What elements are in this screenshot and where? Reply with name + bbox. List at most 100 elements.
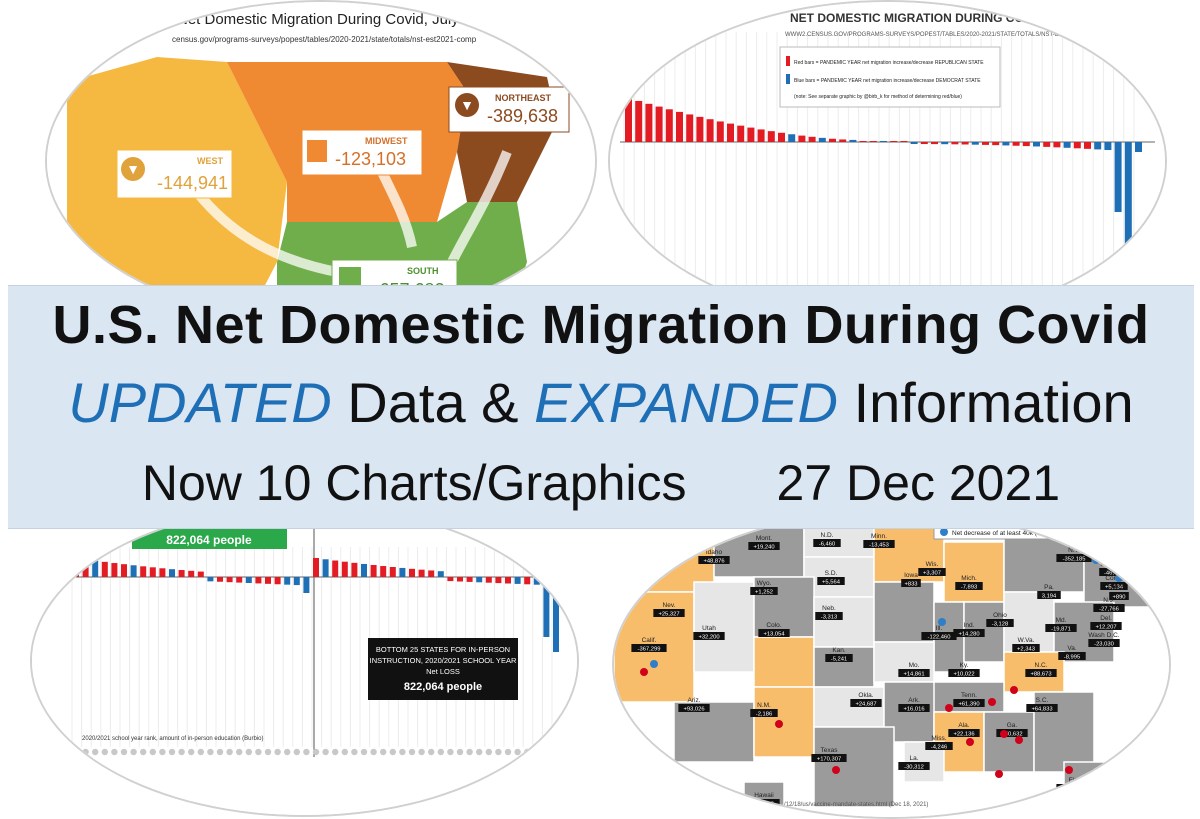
state-value: -6,460 (819, 541, 835, 547)
school-bar (380, 566, 387, 577)
state-value: +88,673 (1030, 671, 1051, 677)
school-bar (524, 577, 531, 585)
state-name: Miss. (931, 735, 946, 742)
school-bars (62, 558, 559, 652)
school-bar (437, 571, 444, 577)
state-label: N.D. -6,460 (813, 532, 841, 547)
school-bar (514, 577, 521, 584)
state-value: -2,186 (756, 711, 772, 717)
rank-marker (101, 748, 109, 756)
state-label: Mass. -46, (1099, 561, 1119, 576)
svg-text:▼: ▼ (126, 161, 140, 177)
state-value: +2,343 (1017, 646, 1035, 652)
rank-marker (197, 748, 204, 756)
rank-marker (207, 748, 214, 756)
state-name: Ark. (908, 697, 920, 704)
red-dot-marker (966, 738, 974, 746)
state-bar (798, 135, 806, 142)
rank-marker (140, 748, 147, 756)
regions-map-thumbnail: Net Domestic Migration During Covid, Jul… (45, 0, 597, 322)
state-label: Ore. +8,080 (630, 552, 658, 567)
state-name: Iowa (904, 572, 918, 579)
state-label: Calif. -367,299 (631, 637, 667, 652)
rank-marker (476, 748, 483, 756)
rank-marker (408, 748, 416, 756)
state-label: N.C. +88,673 (1025, 662, 1057, 677)
state-value: -7,893 (961, 584, 977, 590)
rank-marker (255, 748, 262, 756)
state-value-box (758, 629, 790, 637)
state-bars (620, 98, 1155, 282)
state-bars-legend (779, 46, 1001, 108)
state-map-graphic: Net decrease of at least 40k (all Democr… (614, 512, 1169, 817)
state-value: +3,307 (923, 570, 941, 576)
state-value-box (1090, 622, 1122, 630)
state-value: +32,200 (698, 634, 719, 640)
state-label: Conn. +5,134 (1100, 575, 1128, 590)
state-value-box (1103, 552, 1135, 560)
state-value: +13,054 (763, 631, 785, 637)
state-value: -23,030 (1094, 641, 1114, 647)
state-name: Mo. (909, 662, 920, 669)
state-value: +24,687 (855, 701, 876, 707)
state-value-box (678, 704, 710, 712)
state-value-box (1037, 591, 1061, 599)
school-bar (207, 577, 214, 582)
state-value: +8,080 (635, 561, 653, 567)
rank-marker (533, 748, 540, 756)
state-bar (808, 136, 816, 142)
state-value-box (1105, 534, 1133, 542)
state-value-box (948, 729, 980, 737)
state-value: +61,390 (958, 701, 979, 707)
bottom25-line4: 822,064 people (404, 681, 482, 693)
state-label: Hawaii -12,603 (748, 792, 780, 807)
state-value-box (850, 699, 882, 707)
state-value-box (898, 704, 930, 712)
state-tile (753, 686, 815, 758)
state-bar (1063, 142, 1071, 148)
school-bar (92, 560, 99, 577)
state-value-box (1026, 704, 1058, 712)
state-bar (1094, 142, 1102, 150)
state-label: Ky. +10,022 (948, 662, 980, 677)
state-value-box (813, 539, 841, 547)
state-name: Wis. (926, 561, 939, 568)
state-label: Ark. +16,016 (898, 697, 930, 712)
bar-gridlines (623, 32, 1135, 302)
state-label: Va. -8,995 (1058, 645, 1086, 660)
school-bar (332, 560, 339, 577)
red-dot-marker (945, 704, 953, 712)
state-bars-title: NET DOMESTIC MIGRATION DURING COVID, JUL… (790, 11, 1165, 25)
state-name: N.Y. (1068, 547, 1080, 554)
rank-marker (447, 748, 454, 756)
state-bar (1084, 142, 1091, 149)
updated-word: UPDATED (68, 371, 332, 434)
state-label: S.C. +64,833 (1026, 697, 1058, 712)
school-bar (178, 570, 185, 577)
rank-marker (111, 748, 118, 756)
school-bar (399, 567, 406, 577)
state-bar (1104, 142, 1112, 151)
school-chart-thumbnail: 822,064 people BOTTOM 25 STATES FOR IN-P… (30, 505, 579, 817)
state-value: +1,252 (755, 589, 773, 595)
state-value: -46, (1104, 570, 1114, 576)
state-label: Ill. -122,460 (921, 625, 957, 640)
state-name: Utah (702, 625, 716, 632)
state-name: N.J. (1103, 597, 1115, 604)
rank-marker (380, 748, 387, 756)
state-name: Va. (1067, 645, 1076, 652)
red-dot-marker (1065, 766, 1073, 774)
rank-marker (293, 748, 300, 756)
rank-marker (312, 748, 320, 756)
state-label: Neb. -3,313 (815, 605, 843, 620)
state-bar (767, 131, 775, 142)
state-label: Ind. +14,280 (953, 622, 985, 637)
legend-blue-text: Blue bars = PANDEMIC YEAR net migration … (794, 78, 981, 84)
state-name: Maine (1110, 527, 1128, 534)
top-label: 822,064 people (166, 533, 252, 547)
school-bar (217, 577, 223, 582)
state-value-box (653, 609, 685, 617)
school-bar (485, 577, 492, 583)
state-value-box (693, 632, 725, 640)
down-arrow-icon (455, 93, 479, 117)
